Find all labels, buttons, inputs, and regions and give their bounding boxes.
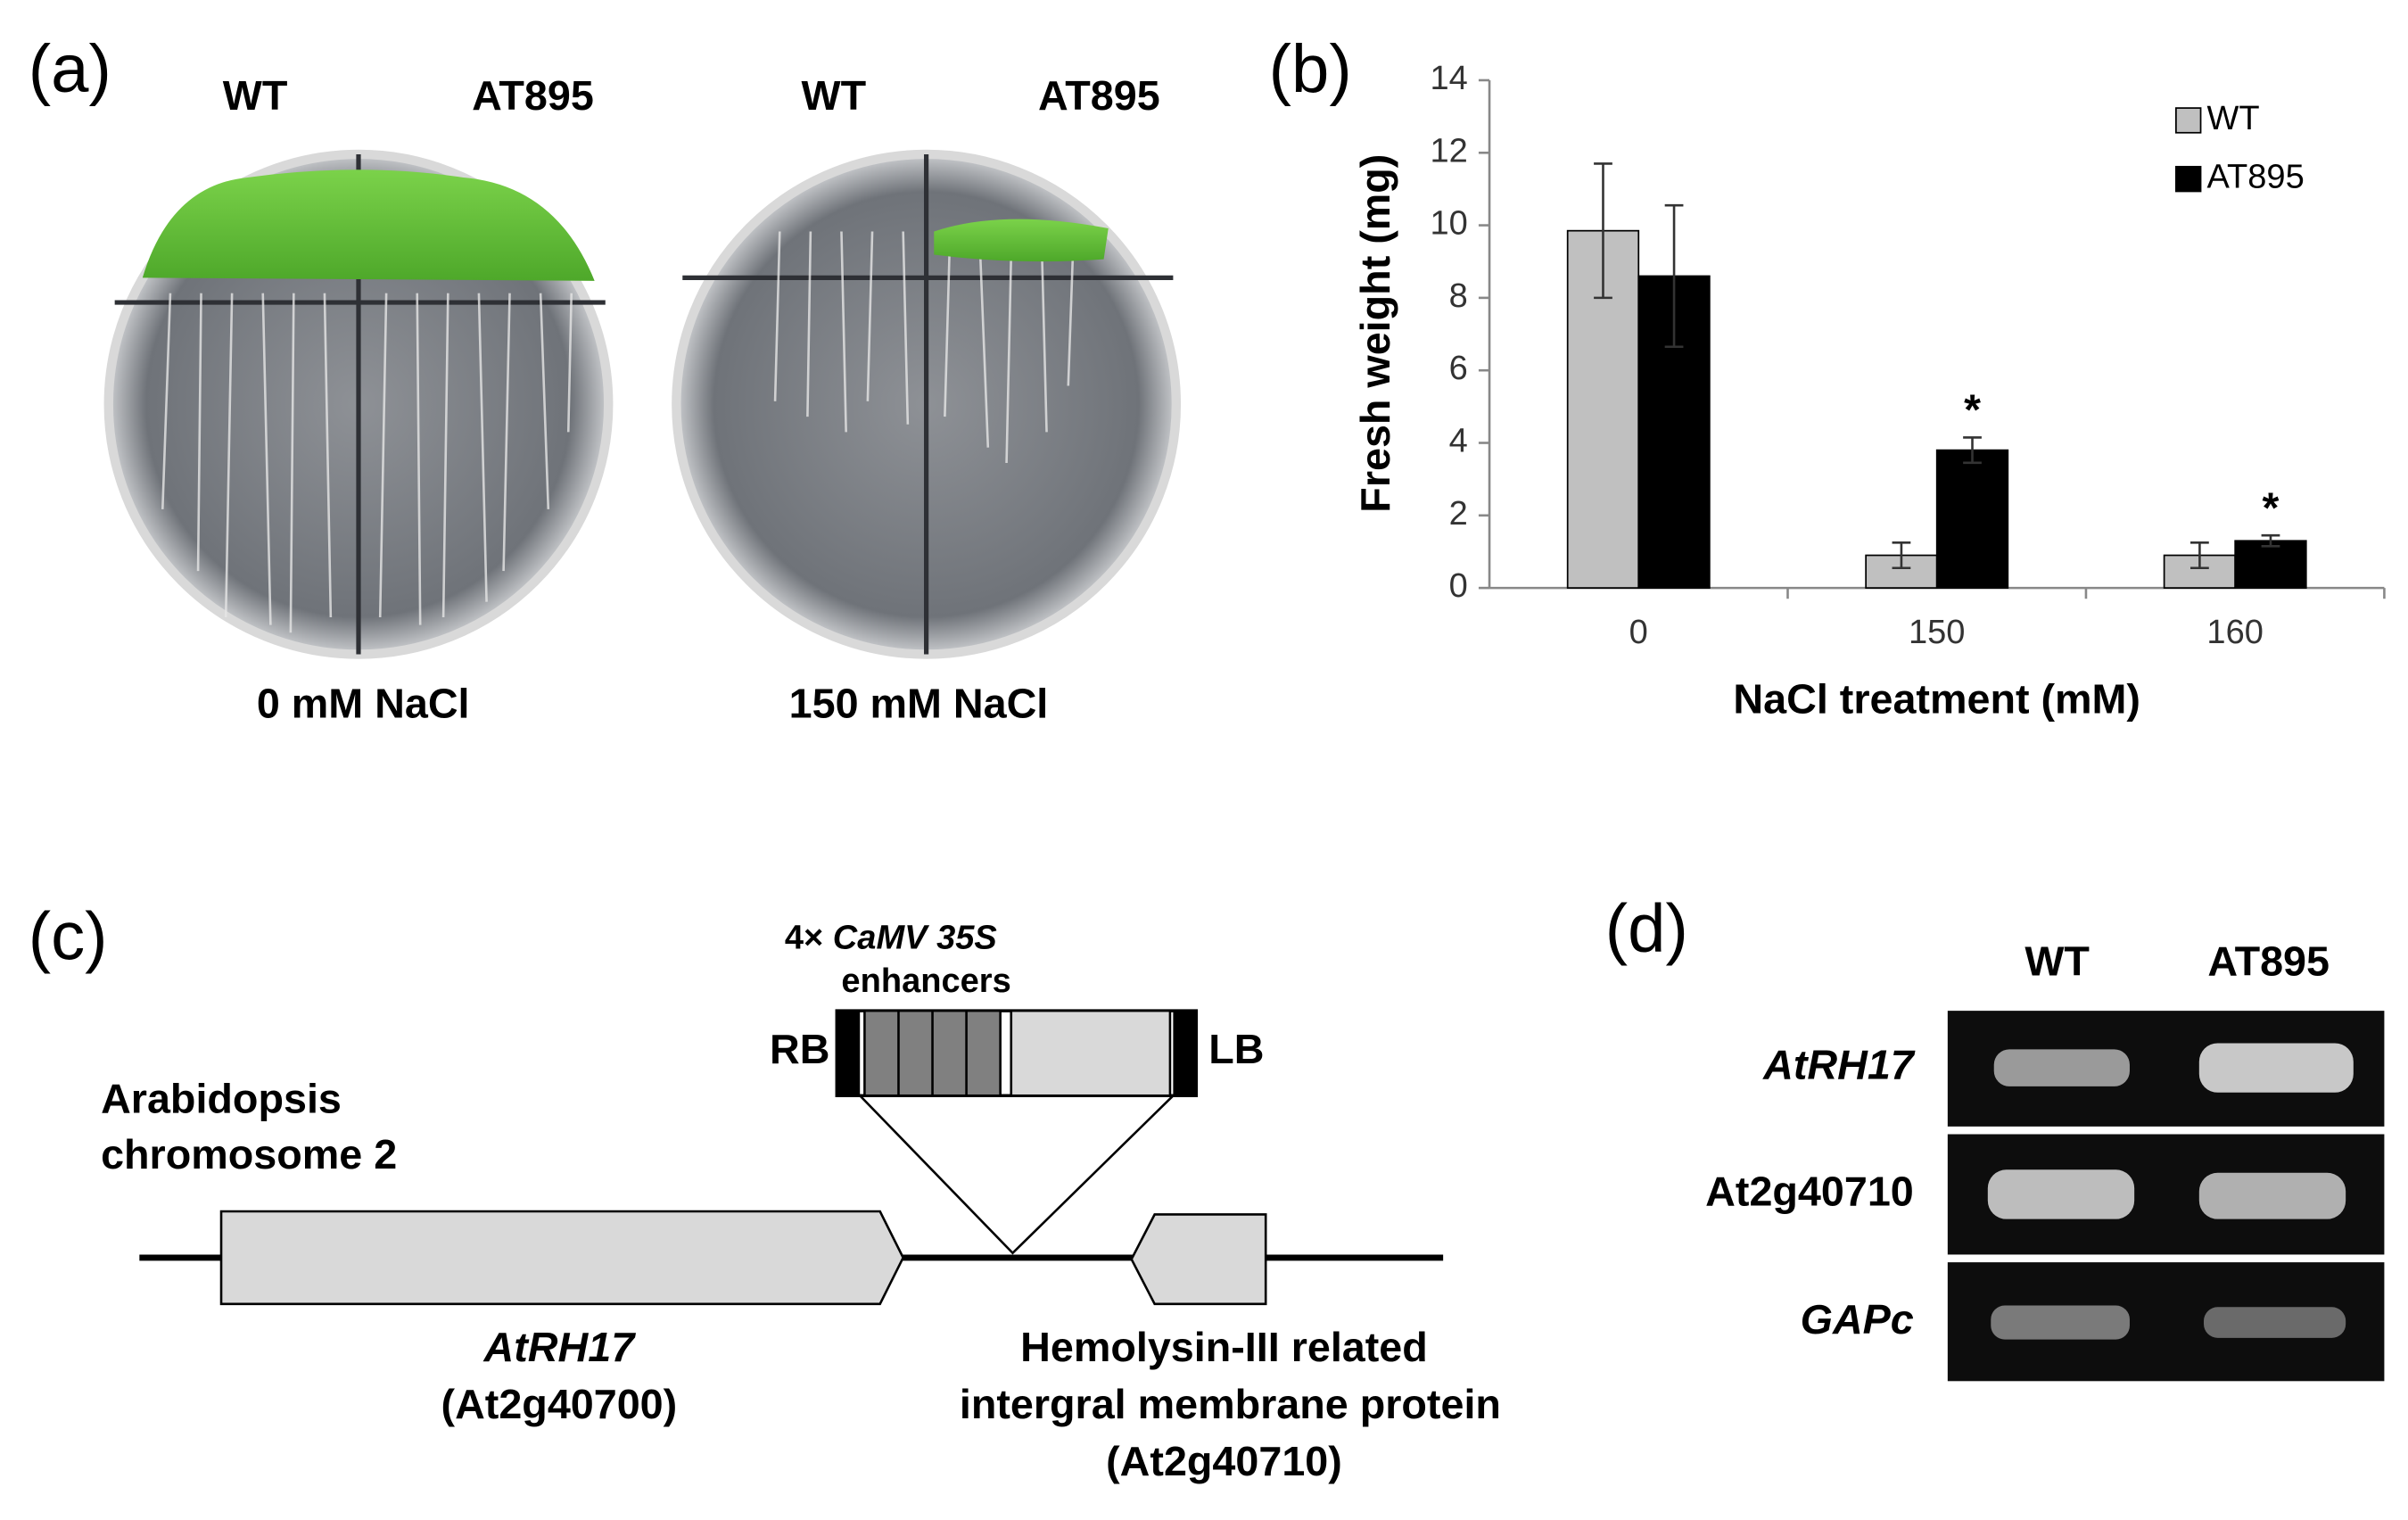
legend-swatch xyxy=(2175,165,2202,193)
y-tick-label: 14 xyxy=(1430,60,1467,97)
seedlings xyxy=(142,169,595,281)
border-label: LB xyxy=(1208,1026,1264,1072)
y-tick-label: 2 xyxy=(1449,495,1468,533)
panel-d: (d) WT AT895 AtRH17 At2g40710 GAPc xyxy=(1605,891,2385,1382)
border xyxy=(1173,1011,1197,1096)
gene-arrow xyxy=(219,1210,905,1306)
insert-title: 4× CaMV 35S xyxy=(785,920,997,957)
y-tick-label: 4 xyxy=(1449,423,1468,460)
legend-swatch xyxy=(2175,107,2202,134)
error-bar xyxy=(2261,533,2280,548)
significance: * xyxy=(2263,483,2280,532)
x-tick-label: 150 xyxy=(1909,614,1965,651)
error-bar xyxy=(1594,162,1612,300)
gene-label: GAPc xyxy=(1801,1296,1914,1342)
bar xyxy=(2234,540,2307,589)
error-bar xyxy=(2190,541,2209,570)
gene-id: (At2g40710) xyxy=(1106,1438,1342,1484)
y-tick-label: 12 xyxy=(1430,132,1467,169)
plate-caption: 0 mM NaCl xyxy=(257,681,470,727)
band xyxy=(1987,1169,2135,1219)
significance: * xyxy=(1964,386,1981,434)
plate-column: WT xyxy=(223,72,288,119)
multiplier: 4× xyxy=(785,920,823,957)
error-bar xyxy=(1664,203,1684,349)
plate-column: AT895 xyxy=(472,72,594,119)
insert-element: enhancers xyxy=(841,962,1010,1000)
gene-arrow xyxy=(1130,1213,1267,1306)
panel-label: (c) xyxy=(29,898,108,974)
bar xyxy=(1935,449,2009,589)
band xyxy=(1991,1305,2130,1340)
plate-column: AT895 xyxy=(1038,72,1160,119)
band xyxy=(2198,1172,2346,1219)
lane-label: AT895 xyxy=(2207,938,2330,985)
chromosome-label: chromosome 2 xyxy=(101,1131,397,1177)
gene-description: Hemolysin-III related xyxy=(1020,1324,1428,1370)
legend-label: AT895 xyxy=(2206,159,2304,196)
border-label: RB xyxy=(770,1026,829,1072)
seedlings xyxy=(934,219,1109,262)
panel-a: (a) WT AT895 WT AT895 0 mM NaCl 150 mM N… xyxy=(29,31,1182,727)
panel-label: (d) xyxy=(1605,891,1688,967)
panel-label: (a) xyxy=(29,31,111,107)
promoter: CaMV 35S xyxy=(833,920,997,957)
y-tick-label: 0 xyxy=(1449,567,1468,605)
gene-name: AtRH17 xyxy=(483,1324,637,1370)
chromosome-label: Arabidopsis xyxy=(101,1076,342,1122)
x-axis-label: NaCl treatment (mM) xyxy=(1733,675,2140,722)
band xyxy=(2204,1307,2346,1338)
y-axis-label: Fresh weight (mg) xyxy=(1352,154,1398,513)
y-tick-label: 10 xyxy=(1430,205,1467,243)
x-tick-label: 0 xyxy=(1629,614,1648,651)
marker xyxy=(1010,1009,1172,1097)
roots xyxy=(161,293,573,633)
panel-b: (b) NaCl treatment (mM) Fresh weight (mg… xyxy=(1269,31,2386,722)
band xyxy=(1993,1049,2130,1086)
gene-description: intergral membrane protein xyxy=(960,1381,1501,1427)
error-bar xyxy=(1963,436,1982,465)
legend-label: WT xyxy=(2206,100,2259,137)
gene-label: AtRH17 xyxy=(1762,1041,1916,1087)
panel-label: (b) xyxy=(1269,31,1352,107)
panel-c: (c) 4× CaMV 35S enhancers RB LB Arabidop… xyxy=(29,898,1501,1484)
plate-caption: 150 mM NaCl xyxy=(789,681,1049,727)
error-bar xyxy=(1892,541,1911,570)
gene-label: At2g40710 xyxy=(1705,1168,1914,1214)
border xyxy=(837,1011,861,1096)
lane-label: WT xyxy=(2025,938,2090,985)
roots xyxy=(773,231,1075,464)
plate-column: WT xyxy=(802,72,867,119)
gene-id: (At2g40700) xyxy=(441,1381,678,1427)
y-tick-label: 6 xyxy=(1449,350,1468,387)
y-tick-label: 8 xyxy=(1449,277,1468,315)
x-tick-label: 160 xyxy=(2206,614,2263,651)
insertion-lines xyxy=(859,1095,1175,1255)
band xyxy=(2198,1043,2354,1093)
